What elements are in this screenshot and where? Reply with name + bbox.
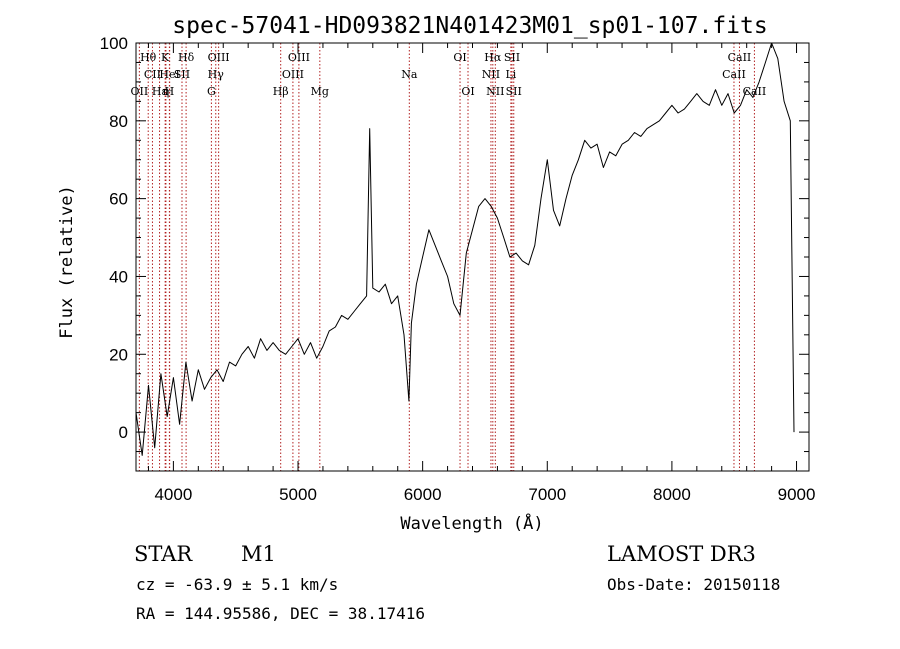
coordinates-readout: RA = 144.95586, DEC = 38.17416 (136, 604, 425, 623)
spectral-line-label: OIII (208, 51, 230, 64)
spectral-line-label: η (163, 85, 170, 98)
plot-area-frame (135, 42, 810, 472)
spectral-line-label: K (161, 51, 170, 64)
x-tick-label: 5000 (279, 485, 317, 504)
object-class: STAR (134, 542, 193, 566)
y-tick-label: 100 (100, 34, 128, 53)
x-axis-label: Wavelength (Å) (400, 512, 543, 534)
observation-date: Obs-Date: 20150118 (607, 575, 780, 594)
x-axis-ticks: 4000 5000 6000 7000 8000 9000 (147, 43, 816, 504)
spectral-line-label: SII (504, 51, 520, 64)
survey-name: LAMOST DR3 (607, 542, 756, 566)
y-tick-label: 20 (109, 345, 128, 364)
spectral-line-label: CaII (722, 68, 746, 81)
spectral-line-label: Hε (152, 85, 168, 98)
spectral-line-label: OI (453, 51, 466, 64)
spectral-line-label: Li (505, 68, 516, 81)
spectral-line-label: SII (506, 85, 522, 98)
spectral-line-label: OI (461, 85, 474, 98)
spectral-line-labels: Hθ CII OII Hε K HeI ηH Hδ SII OIII Hγ G OIII OIII Hβ Mg… (131, 51, 767, 98)
y-tick-label: 40 (109, 267, 128, 286)
spectrum-series-line (135, 42, 795, 456)
x-tick-label: 6000 (404, 485, 442, 504)
chart-title: spec-57041-HD093821N401423M01_sp01-107.f… (172, 13, 767, 39)
spectral-line-label: Hα (484, 51, 502, 64)
spectral-line-label: G (207, 85, 216, 98)
spectral-line-label: OIII (282, 68, 304, 81)
spectral-line-label: Mg (311, 85, 329, 98)
y-tick-label: 60 (109, 190, 128, 209)
spectral-line-label: OII (131, 85, 149, 98)
spectral-line-label: CII (144, 68, 161, 81)
spectral-line-label: NII (482, 68, 500, 81)
spectral-line-label: Hβ (273, 85, 289, 98)
spectral-line-label: CaII (743, 85, 767, 98)
spectral-line-label: Na (401, 68, 418, 81)
y-tick-label: 80 (109, 112, 128, 131)
redshift-readout: cz = -63.9 ± 5.1 km/s (136, 575, 338, 594)
x-tick-label: 8000 (653, 485, 691, 504)
x-tick-label: 7000 (528, 485, 566, 504)
spectral-line-label: Hδ (178, 51, 195, 64)
spectral-line-label: CaII (728, 51, 752, 64)
spectral-line-label: NII (486, 85, 504, 98)
spectral-line-label: H (165, 85, 175, 98)
x-tick-label: 9000 (778, 485, 816, 504)
spectral-line-label: Hθ (140, 51, 157, 64)
y-axis-label: Flux (relative) (57, 185, 77, 339)
y-tick-label: 0 (119, 423, 128, 442)
spectral-line-label: OIII (288, 51, 310, 64)
spectral-line-markers (138, 43, 755, 471)
spectral-line-label: HeI (159, 68, 179, 81)
y-axis-ticks: 0 20 40 60 80 100 (100, 34, 809, 472)
object-subclass: M1 (241, 542, 276, 566)
x-tick-label: 4000 (154, 485, 192, 504)
spectral-line-label: Hγ (208, 68, 225, 81)
spectral-line-label: SII (174, 68, 190, 81)
